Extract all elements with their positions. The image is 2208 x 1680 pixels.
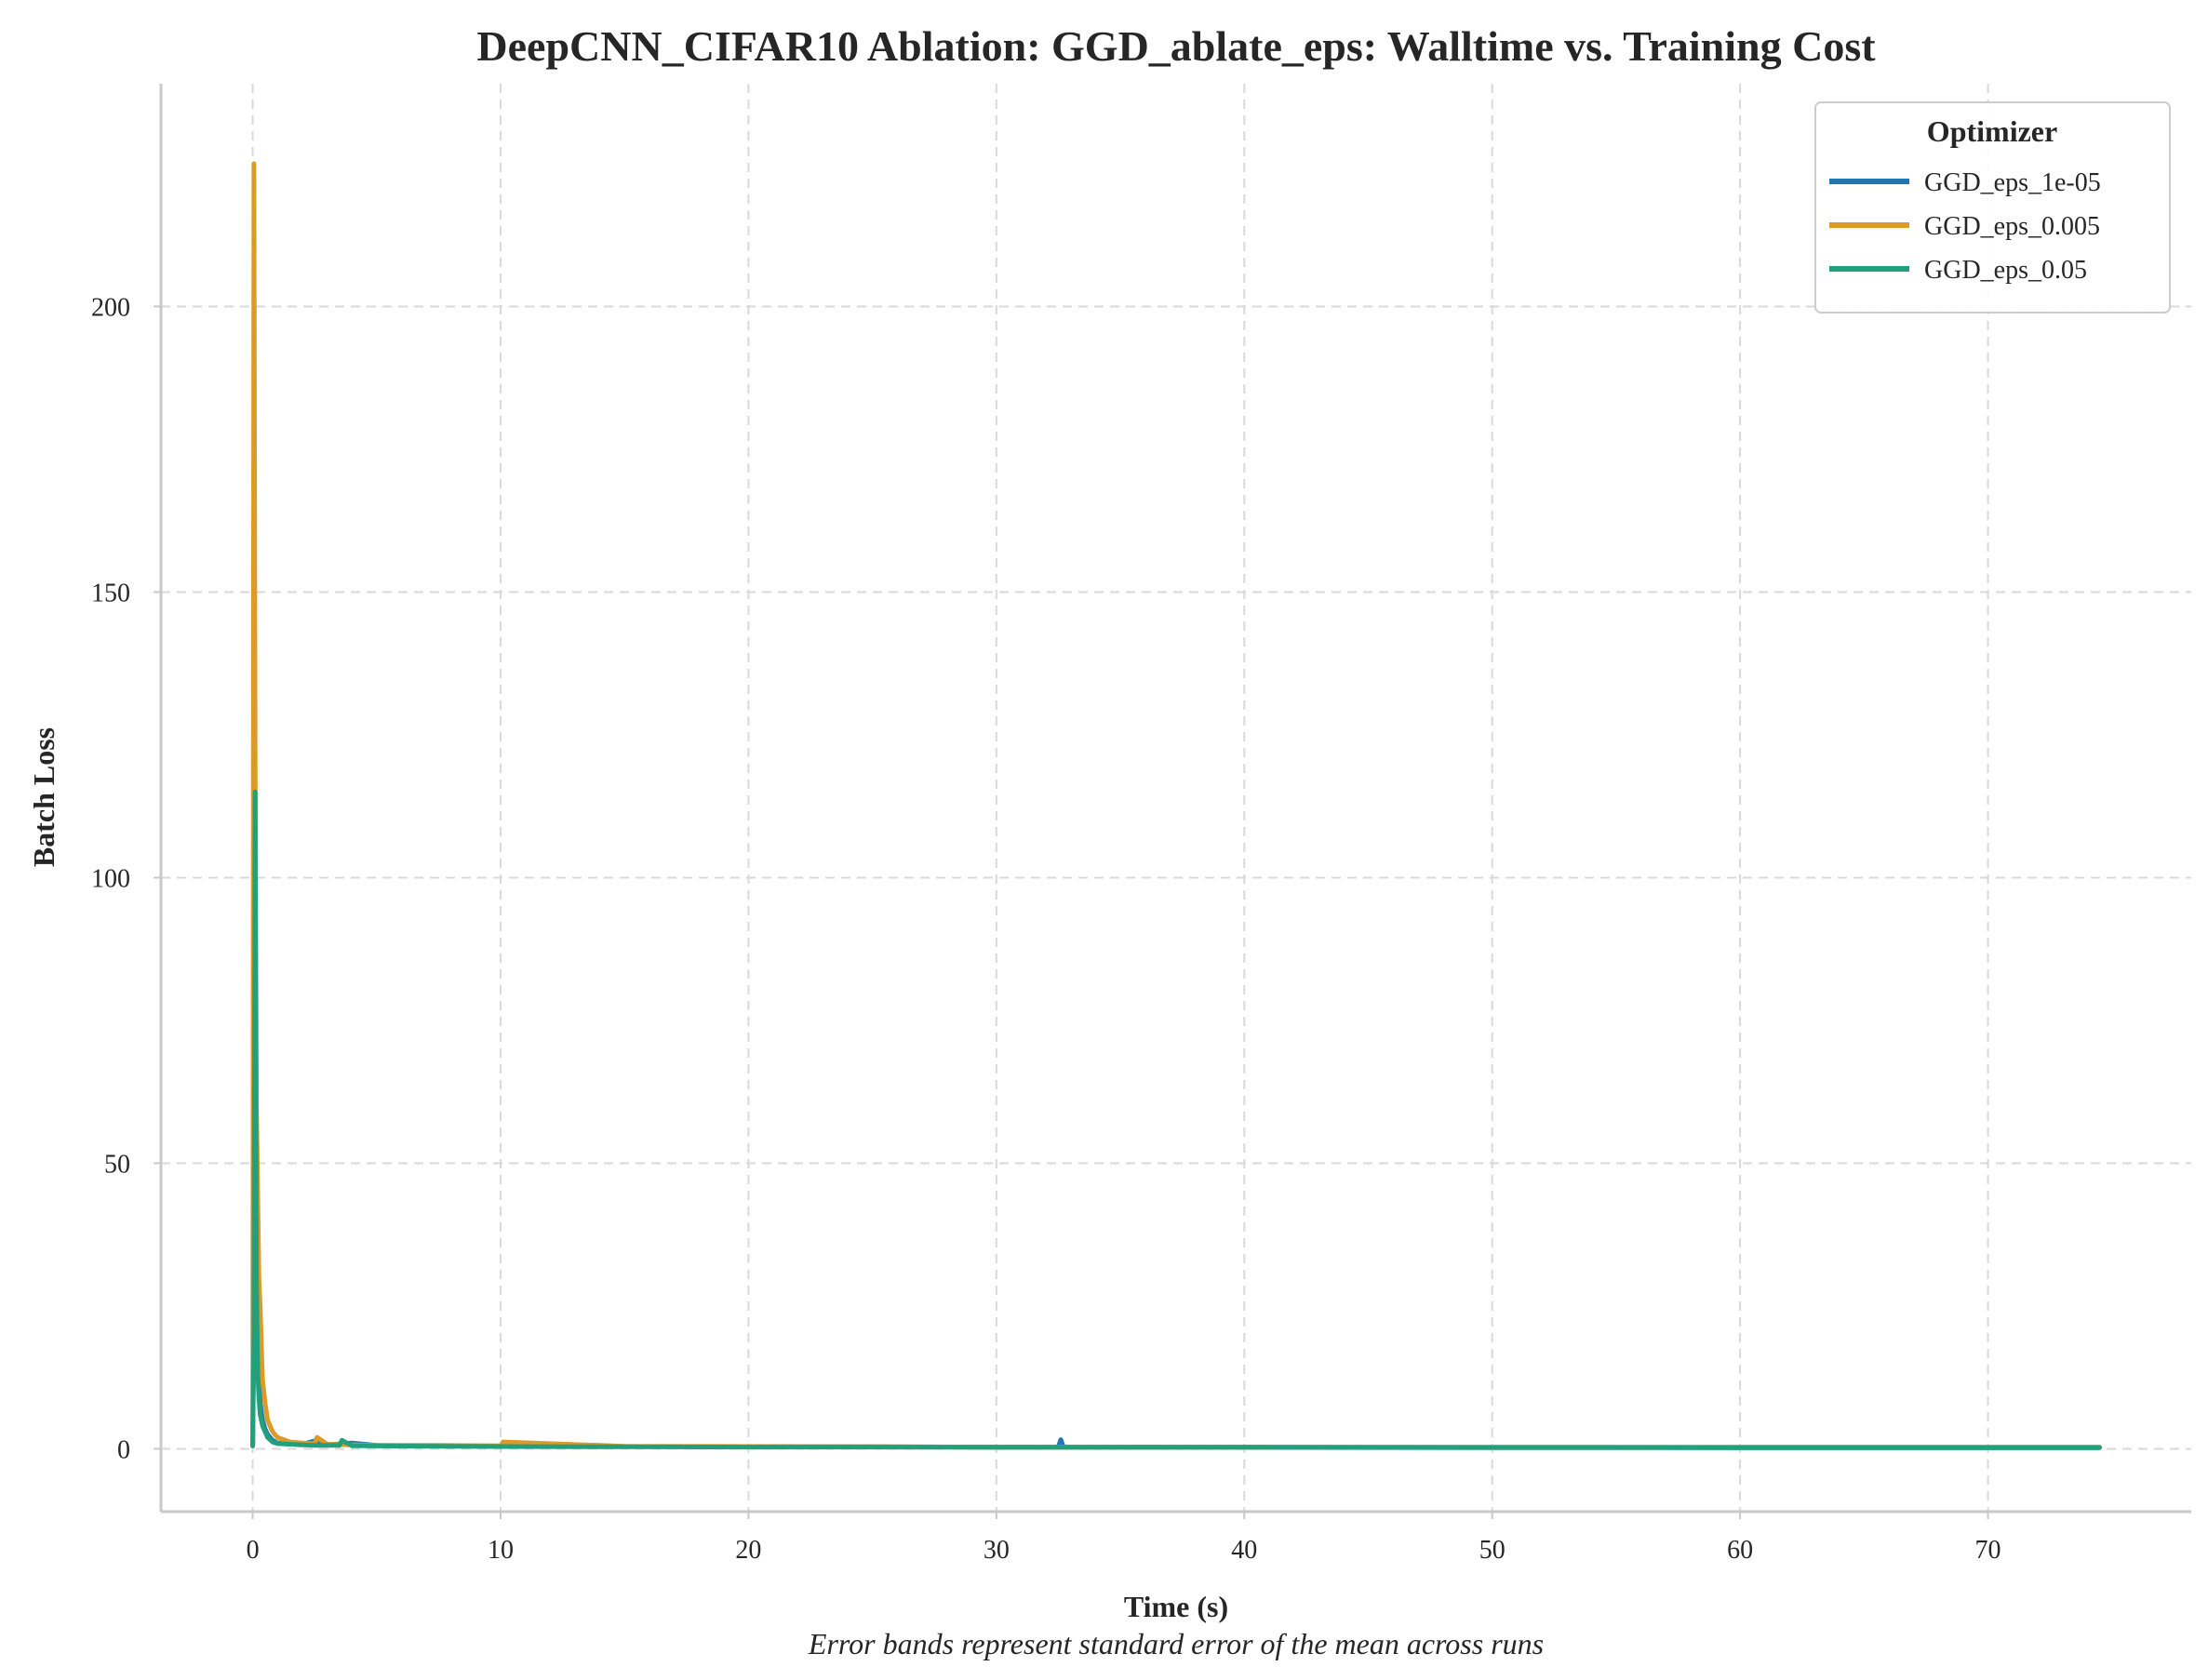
y-tick-label: 150 — [91, 579, 130, 607]
y-tick-label: 50 — [104, 1150, 130, 1179]
x-ticks: 0 10 20 30 40 50 60 70 — [247, 1512, 2001, 1565]
series-line-2 — [250, 161, 2102, 1450]
series-lines — [250, 161, 2102, 1450]
x-tick-label: 60 — [1727, 1536, 1753, 1565]
legend: Optimizer GGD_eps_1e-05GGD_eps_0.005GGD_… — [1814, 101, 2171, 313]
x-axis-label: Time (s) — [1124, 1590, 1228, 1623]
x-tick-label: 40 — [1231, 1536, 1257, 1565]
x-tick-label: 70 — [1975, 1536, 2001, 1565]
legend-title: Optimizer — [1927, 114, 2057, 148]
y-tick-label: 100 — [91, 864, 130, 893]
series-line-1 — [250, 863, 2102, 1450]
y-axis-label: Batch Loss — [27, 727, 60, 867]
legend-box — [1814, 101, 2171, 313]
y-tick-label: 0 — [117, 1435, 130, 1464]
legend-entry-label: GGD_eps_1e-05 — [1924, 168, 2101, 197]
x-tick-label: 30 — [984, 1536, 1010, 1565]
chart-footnote: Error bands represent standard error of … — [808, 1627, 1544, 1660]
x-tick-label: 10 — [488, 1536, 514, 1565]
legend-entry-label: GGD_eps_0.005 — [1924, 212, 2100, 241]
x-tick-label: 0 — [247, 1536, 260, 1565]
chart-title: DeepCNN_CIFAR10 Ablation: GGD_ablate_eps… — [476, 22, 1876, 70]
axes — [159, 84, 2191, 1513]
x-tick-label: 20 — [735, 1536, 761, 1565]
y-tick-label: 200 — [91, 293, 130, 322]
x-tick-label: 50 — [1479, 1536, 1505, 1565]
series-line-3 — [250, 789, 2102, 1450]
y-ticks: 0 50 100 150 200 — [91, 293, 161, 1464]
legend-entry-label: GGD_eps_0.05 — [1924, 256, 2087, 285]
legend-items: GGD_eps_1e-05 GGD_eps_0.005 GGD_eps_0.05 — [1829, 168, 2101, 285]
